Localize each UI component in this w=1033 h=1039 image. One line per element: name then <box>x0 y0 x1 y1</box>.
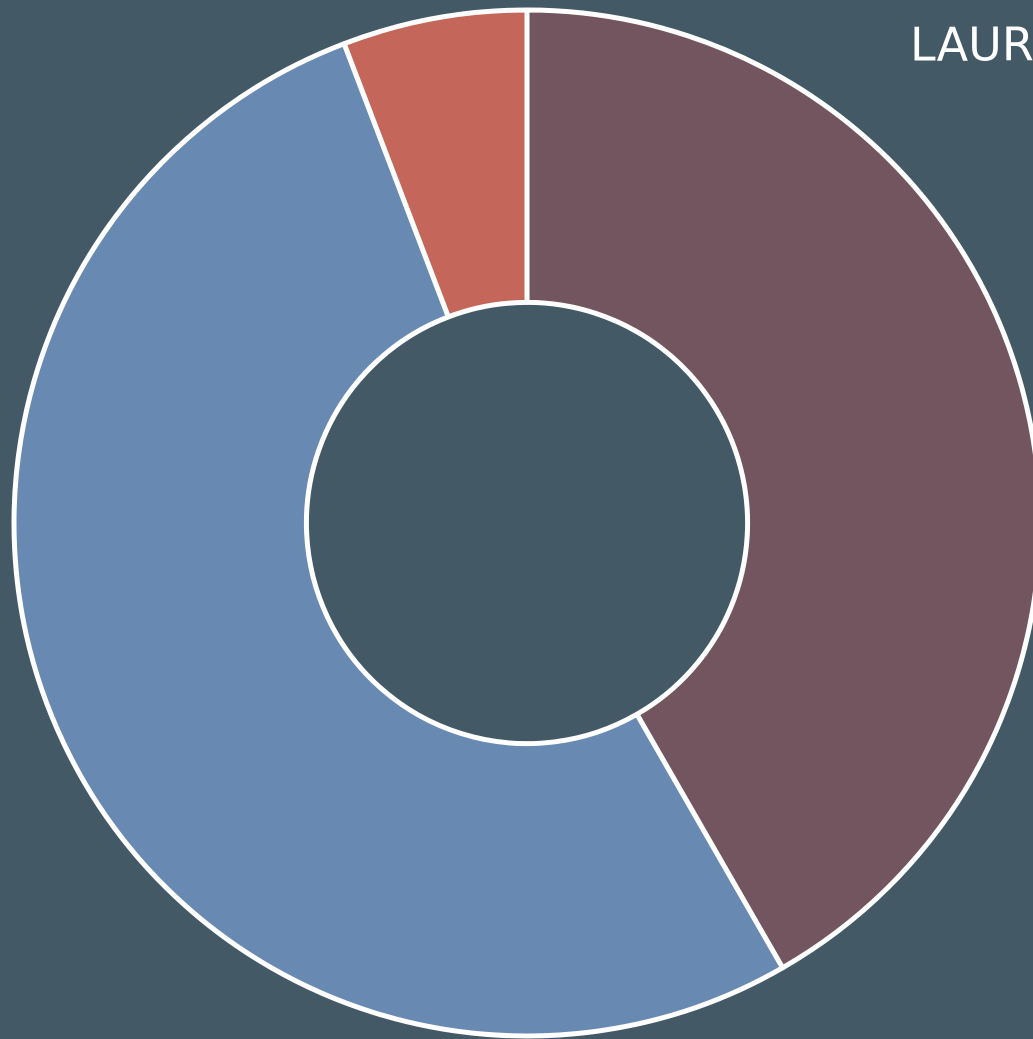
chart-title: LAUR <box>910 18 1033 72</box>
slice <box>341 7 530 320</box>
slices <box>11 7 1033 1039</box>
slice <box>11 41 786 1039</box>
slice <box>524 7 1033 971</box>
